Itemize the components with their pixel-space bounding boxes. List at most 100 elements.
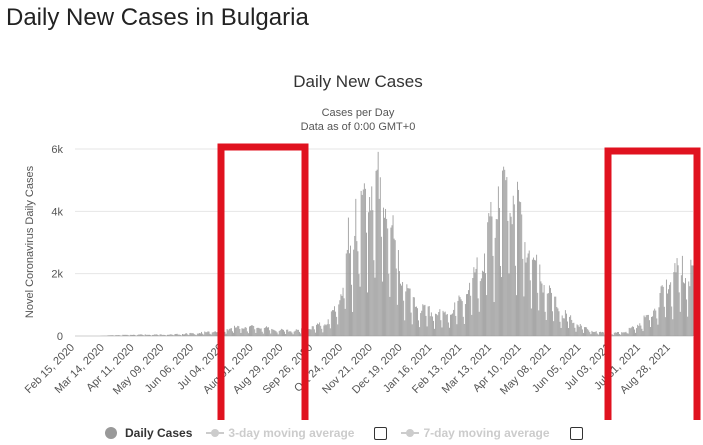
- legend-item-7-day-average[interactable]: 7-day moving average: [401, 426, 583, 440]
- bar: [152, 334, 154, 336]
- bar: [258, 327, 260, 336]
- bar: [309, 329, 311, 336]
- bar: [268, 327, 270, 336]
- bar: [123, 334, 125, 336]
- bar: [335, 311, 337, 336]
- y-tick-label: 4k: [51, 206, 63, 218]
- bar: [371, 186, 373, 336]
- bar: [162, 334, 164, 336]
- bar: [263, 327, 265, 336]
- bar: [175, 333, 177, 336]
- legend-label-7-day-average: 7-day moving average: [423, 426, 550, 440]
- bar: [339, 300, 341, 336]
- bar: [504, 169, 506, 336]
- bar: [570, 315, 572, 336]
- bar: [300, 333, 301, 336]
- bar: [477, 298, 479, 336]
- bar: [193, 334, 195, 336]
- bar: [132, 334, 133, 336]
- bar: [626, 333, 628, 336]
- legend-checkbox-7-day[interactable]: [569, 426, 583, 440]
- bar: [681, 255, 683, 336]
- bar: [177, 334, 179, 336]
- bar: [539, 264, 541, 336]
- bar: [334, 306, 335, 336]
- bar: [330, 311, 332, 336]
- bar: [234, 325, 235, 336]
- bar: [591, 330, 593, 336]
- bar: [355, 198, 357, 336]
- bar: [536, 254, 538, 336]
- bar: [285, 333, 287, 336]
- bar: [641, 328, 643, 336]
- bar: [202, 333, 204, 336]
- bar: [571, 319, 573, 336]
- bar: [541, 283, 543, 336]
- bar: [325, 325, 327, 336]
- bar: [140, 334, 142, 336]
- bar: [354, 235, 356, 336]
- bar: [127, 335, 129, 336]
- bar: [118, 335, 120, 336]
- bar: [135, 335, 137, 336]
- bar: [383, 207, 384, 336]
- bar: [568, 328, 569, 336]
- bar: [586, 327, 588, 336]
- legend-label-3-day-average: 3-day moving average: [228, 426, 355, 440]
- bar: [669, 284, 671, 336]
- bar: [661, 285, 663, 336]
- bar: [280, 328, 282, 336]
- bar: [497, 186, 499, 336]
- legend-item-3-day-average[interactable]: 3-day moving average: [206, 426, 388, 440]
- bar: [214, 331, 216, 336]
- bar: [686, 299, 688, 336]
- bar: [405, 291, 407, 336]
- bar: [487, 222, 489, 336]
- bar: [470, 295, 472, 336]
- bar: [613, 332, 615, 336]
- bar: [238, 326, 240, 336]
- bar: [510, 216, 512, 336]
- bar: [537, 292, 539, 336]
- bar: [507, 220, 509, 336]
- bar: [243, 328, 245, 336]
- bar: [524, 242, 526, 336]
- bar: [264, 327, 266, 336]
- bar: [108, 335, 110, 336]
- legend-checkbox-3-day[interactable]: [374, 426, 388, 440]
- bar: [518, 189, 519, 336]
- bar: [259, 328, 261, 336]
- bar: [491, 216, 493, 336]
- bar: [249, 326, 250, 336]
- bar: [145, 334, 147, 336]
- bar: [138, 334, 140, 336]
- bar: [439, 309, 441, 336]
- bar: [331, 310, 333, 336]
- bar: [404, 320, 406, 336]
- bar: [561, 315, 563, 336]
- bar: [502, 170, 504, 336]
- bar: [112, 335, 114, 336]
- legend-item-daily-cases[interactable]: Daily Cases: [105, 426, 192, 440]
- bar: [684, 283, 685, 336]
- bar: [256, 327, 258, 336]
- bar: [506, 177, 508, 336]
- bar: [400, 283, 401, 336]
- bar: [183, 334, 184, 336]
- bar: [196, 333, 198, 336]
- bar: [297, 329, 299, 336]
- bar: [603, 332, 605, 336]
- bar: [117, 335, 118, 336]
- bar: [473, 267, 475, 336]
- bar: [567, 321, 568, 336]
- bar: [577, 325, 579, 336]
- bar: [299, 331, 300, 336]
- bar: [116, 335, 117, 336]
- bar: [170, 334, 172, 336]
- bar: [578, 326, 580, 336]
- legend-label-daily-cases: Daily Cases: [125, 426, 193, 440]
- bar: [667, 293, 668, 336]
- bar: [421, 310, 423, 336]
- bar: [544, 311, 546, 336]
- bar: [279, 330, 281, 336]
